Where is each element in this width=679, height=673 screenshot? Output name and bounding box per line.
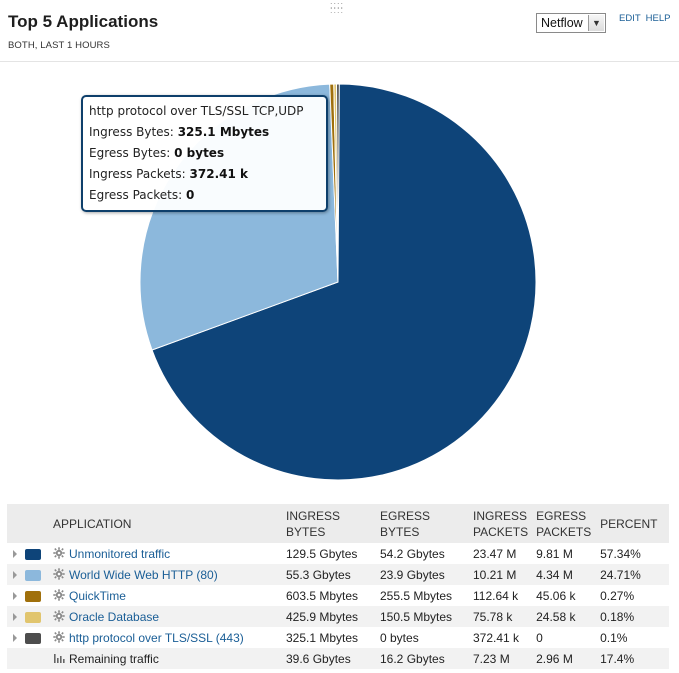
egress-packets-cell: 45.06 k <box>532 585 597 606</box>
ingress-packets-cell: 75.78 k <box>469 606 533 627</box>
application-link[interactable]: http protocol over TLS/SSL (443) <box>69 630 244 645</box>
ingress-bytes-cell: 425.9 Mbytes <box>282 606 376 627</box>
table-row[interactable]: Unmonitored traffic 129.5 Gbytes 54.2 Gbyt… <box>7 543 669 564</box>
table-header-row: APPLICATION INGRESS BYTES EGRESS BYTES ING… <box>7 504 669 543</box>
egress-bytes-cell: 23.9 Gbytes <box>376 564 469 585</box>
row-controls <box>7 606 49 627</box>
legend-swatch <box>25 569 41 581</box>
expand-arrow-icon[interactable] <box>13 612 17 621</box>
application-cell: Remaining traffic <box>49 648 282 669</box>
gear-icon <box>53 546 69 561</box>
egress-packets-cell: 0 <box>532 627 597 648</box>
row-controls <box>7 627 49 648</box>
header-application[interactable]: APPLICATION <box>49 504 282 543</box>
application-link[interactable]: World Wide Web HTTP (80) <box>69 567 218 582</box>
pie-slice-unmonitored-traffic[interactable] <box>151 83 537 481</box>
drag-handle-icon[interactable]: :::::::: <box>330 0 345 15</box>
ingress-packets-cell: 112.64 k <box>469 585 533 606</box>
help-link[interactable]: HELP <box>645 13 671 24</box>
egress-bytes-cell: 54.2 Gbytes <box>376 543 469 564</box>
table-row[interactable]: http protocol over TLS/SSL (443) 325.1 Mb… <box>7 627 669 648</box>
row-controls <box>7 543 49 564</box>
remaining-traffic-row: Remaining traffic 39.6 Gbytes 16.2 Gbytes 7… <box>7 648 669 669</box>
expand-arrow-icon[interactable] <box>13 633 17 642</box>
ingress-packets-cell: 23.47 M <box>469 543 533 564</box>
legend-swatch <box>25 632 41 644</box>
source-select[interactable]: Netflow ▼ <box>536 13 606 33</box>
row-controls <box>7 648 49 669</box>
application-cell: Unmonitored traffic <box>49 543 282 564</box>
header-ingress-packets[interactable]: INGRESS PACKETS <box>469 504 533 543</box>
egress-packets-cell: 24.58 k <box>532 606 597 627</box>
tooltip-egress-bytes: Egress Bytes: 0 bytes <box>89 146 225 160</box>
percent-cell: 17.4% <box>596 648 669 669</box>
legend-swatch <box>25 548 41 560</box>
row-controls <box>7 585 49 606</box>
application-cell: QuickTime <box>49 585 282 606</box>
ingress-bytes-cell: 39.6 Gbytes <box>282 648 376 669</box>
gear-icon <box>53 567 69 582</box>
edit-link[interactable]: EDIT <box>619 13 641 24</box>
bar-chart-icon <box>54 653 65 663</box>
application-link[interactable]: Unmonitored traffic <box>69 546 171 561</box>
applications-table: APPLICATION INGRESS BYTES EGRESS BYTES ING… <box>7 504 669 669</box>
source-select-value: Netflow <box>541 16 583 30</box>
chevron-down-icon[interactable]: ▼ <box>588 15 604 31</box>
gear-icon <box>53 630 69 645</box>
ingress-bytes-cell: 55.3 Gbytes <box>282 564 376 585</box>
egress-bytes-cell: 150.5 Mbytes <box>376 606 469 627</box>
widget-title: Top 5 Applications <box>8 12 159 31</box>
ingress-packets-cell: 10.21 M <box>469 564 533 585</box>
chart-tooltip: http protocol over TLS/SSL TCP,UDP Ingre… <box>81 95 328 212</box>
table-row[interactable]: QuickTime 603.5 Mbytes 255.5 Mbytes 112.64 … <box>7 585 669 606</box>
egress-packets-cell: 9.81 M <box>532 543 597 564</box>
egress-bytes-cell: 16.2 Gbytes <box>376 648 469 669</box>
header-egress-packets[interactable]: EGRESS PACKETS <box>532 504 597 543</box>
application-link[interactable]: QuickTime <box>69 588 126 603</box>
expand-arrow-icon[interactable] <box>13 549 17 558</box>
tooltip-ingress-bytes: Ingress Bytes: 325.1 Mbytes <box>89 125 270 139</box>
header-spacer <box>7 504 49 543</box>
tooltip-title: http protocol over TLS/SSL TCP,UDP <box>89 104 304 118</box>
application-cell: World Wide Web HTTP (80) <box>49 564 282 585</box>
ingress-bytes-cell: 325.1 Mbytes <box>282 627 376 648</box>
header-links: EDIT HELP <box>619 13 675 24</box>
gear-icon <box>53 609 69 624</box>
table-row[interactable]: Oracle Database 425.9 Mbytes 150.5 Mbytes 7… <box>7 606 669 627</box>
legend-swatch <box>25 611 41 623</box>
percent-cell: 0.18% <box>596 606 669 627</box>
header-ingress-bytes[interactable]: INGRESS BYTES <box>282 504 376 543</box>
percent-cell: 0.1% <box>596 627 669 648</box>
ingress-packets-cell: 7.23 M <box>469 648 533 669</box>
application-cell: Oracle Database <box>49 606 282 627</box>
gear-icon <box>53 588 69 603</box>
egress-bytes-cell: 0 bytes <box>376 627 469 648</box>
percent-cell: 0.27% <box>596 585 669 606</box>
header-percent[interactable]: PERCENT <box>596 504 669 543</box>
widget-subtitle: BOTH, LAST 1 HOURS <box>8 40 110 51</box>
tooltip-egress-packets: Egress Packets: 0 <box>89 188 195 202</box>
percent-cell: 24.71% <box>596 564 669 585</box>
remaining-label: Remaining traffic <box>69 651 159 666</box>
application-cell: http protocol over TLS/SSL (443) <box>49 627 282 648</box>
table-row[interactable]: World Wide Web HTTP (80) 55.3 Gbytes 23.9 … <box>7 564 669 585</box>
application-link[interactable]: Oracle Database <box>69 609 160 624</box>
header-egress-bytes[interactable]: EGRESS BYTES <box>376 504 469 543</box>
ingress-packets-cell: 372.41 k <box>469 627 533 648</box>
ingress-bytes-cell: 129.5 Gbytes <box>282 543 376 564</box>
expand-arrow-icon[interactable] <box>13 570 17 579</box>
expand-arrow-icon[interactable] <box>13 591 17 600</box>
table-body: Unmonitored traffic 129.5 Gbytes 54.2 Gbyt… <box>7 543 669 669</box>
egress-packets-cell: 2.96 M <box>532 648 597 669</box>
percent-cell: 57.34% <box>596 543 669 564</box>
egress-bytes-cell: 255.5 Mbytes <box>376 585 469 606</box>
widget-header: Top 5 Applications BOTH, LAST 1 HOURS ::… <box>0 0 679 62</box>
ingress-bytes-cell: 603.5 Mbytes <box>282 585 376 606</box>
egress-packets-cell: 4.34 M <box>532 564 597 585</box>
tooltip-ingress-packets: Ingress Packets: 372.41 k <box>89 167 248 181</box>
pie-slice-http-protocol-over-tls-ssl-443[interactable] <box>336 83 340 283</box>
row-controls <box>7 564 49 585</box>
legend-swatch <box>25 590 41 602</box>
